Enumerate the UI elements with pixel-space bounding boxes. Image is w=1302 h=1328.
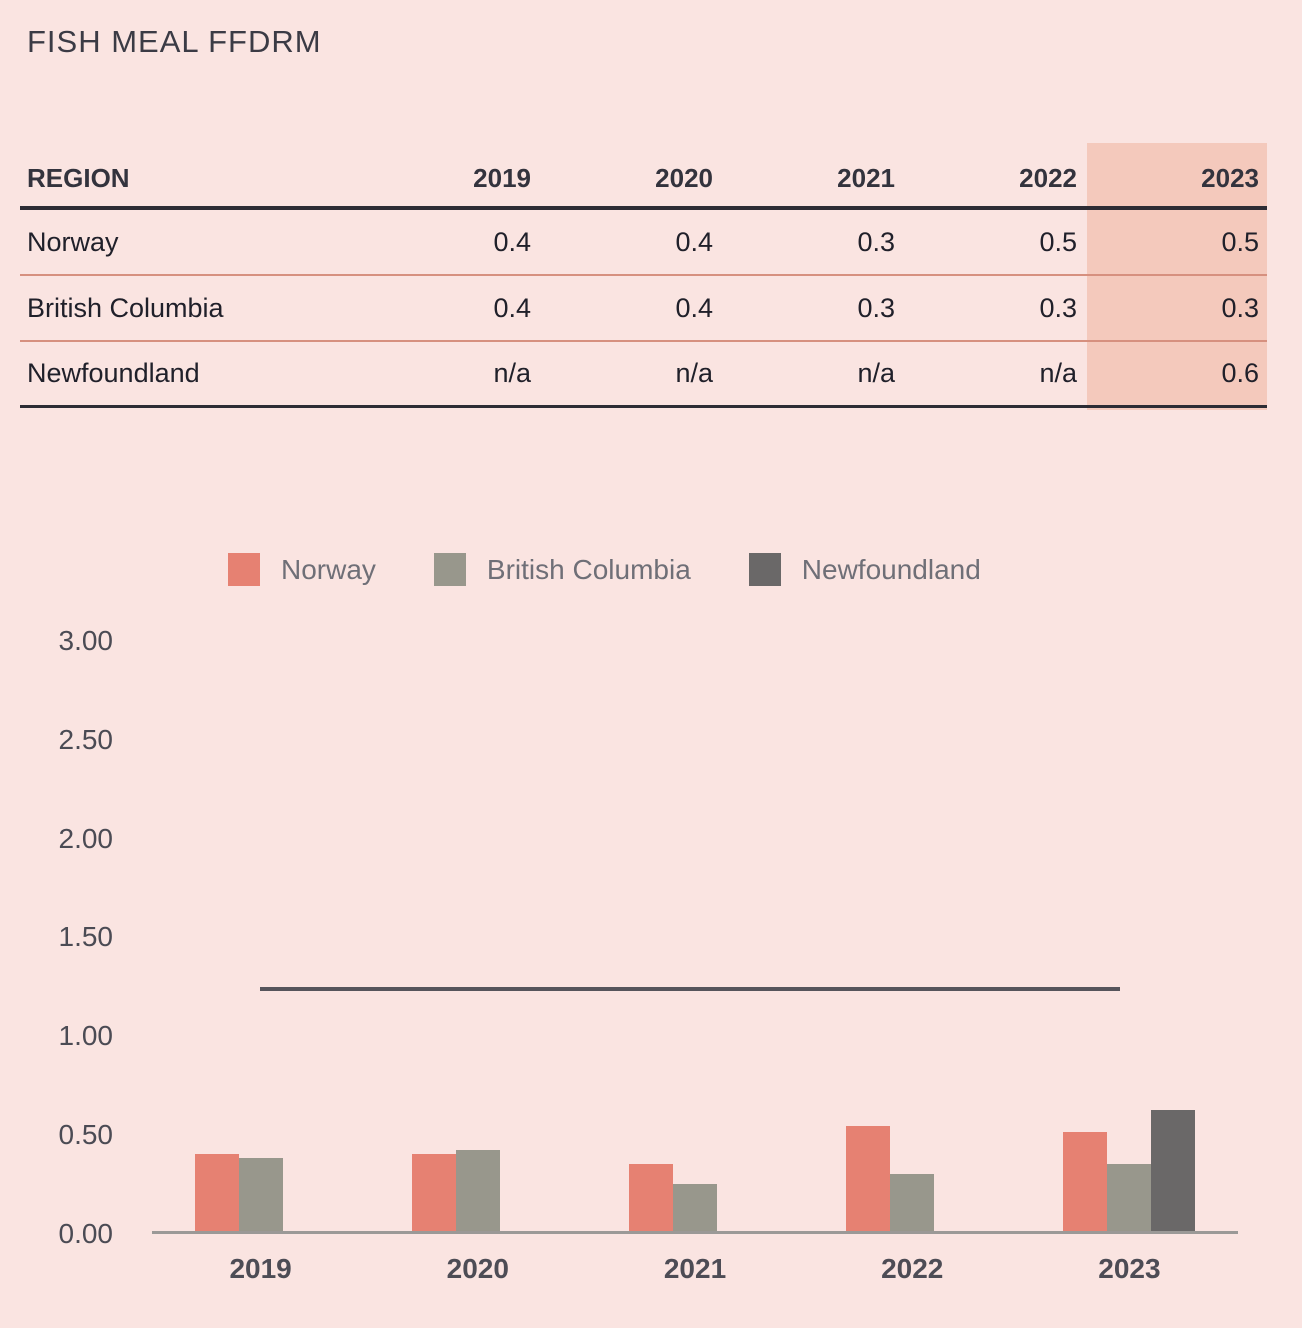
table-cell: 0.4 <box>675 292 713 323</box>
bar-norway-2022 <box>846 1126 891 1232</box>
highlight-column-band <box>1087 143 1267 410</box>
benchmark-line <box>260 987 1120 991</box>
table-row-newfoundland: Newfoundland n/a n/a n/a n/a 0.6 <box>20 342 1267 408</box>
bar-group-2019 <box>152 1154 369 1232</box>
table-cell: 0.4 <box>493 292 531 323</box>
table-header-year-2023: 2023 <box>1201 163 1259 193</box>
y-axis-tick: 0.00 <box>58 1217 114 1249</box>
bar-norway-2020 <box>411 1154 456 1232</box>
bar-british-columbia-2021 <box>673 1184 717 1232</box>
x-axis-line <box>152 1231 1238 1234</box>
table-cell: 0.3 <box>857 292 895 323</box>
table-header-region: REGION <box>27 163 130 193</box>
legend-item-1: British Columbia <box>433 553 691 586</box>
table-cell: n/a <box>493 358 531 388</box>
table-cell: 0.3 <box>857 226 895 257</box>
ffdrm-table: REGION 2019 2020 2021 2022 2023 Norway 0… <box>20 143 1267 408</box>
legend-item-0: Norway <box>228 553 376 586</box>
legend-swatch-icon <box>228 553 260 586</box>
legend-swatch-icon <box>748 553 781 586</box>
x-axis: 2019 2020 2021 2022 2023 <box>152 1253 1238 1285</box>
table-header-year-2021: 2021 <box>837 163 895 193</box>
y-axis-tick: 2.00 <box>58 822 114 854</box>
chart-legend: Norway British Columbia Newfoundland <box>228 553 981 586</box>
legend-swatch-icon <box>433 553 466 586</box>
legend-label: Norway <box>281 553 376 585</box>
legend-label: British Columbia <box>486 553 691 585</box>
page-title: FISH MEAL FFDRM <box>27 24 322 59</box>
table-header-year-2020: 2020 <box>655 163 713 193</box>
table-cell: 0.3 <box>1039 292 1077 323</box>
x-axis-tick: 2021 <box>663 1253 727 1284</box>
x-axis-tick: 2019 <box>229 1253 292 1284</box>
table-cell: 0.5 <box>1039 226 1077 257</box>
region-cell: Norway <box>27 226 119 257</box>
bar-british-columbia-2020 <box>455 1150 500 1232</box>
region-cell: British Columbia <box>27 292 224 323</box>
bar-newfoundland-2023 <box>1151 1110 1196 1232</box>
table-row-norway: Norway 0.4 0.4 0.3 0.5 0.5 <box>20 210 1267 276</box>
y-axis-tick: 2.50 <box>58 723 114 755</box>
table-cell: 0.6 <box>1221 358 1259 388</box>
x-axis-tick: 2022 <box>881 1253 944 1284</box>
bar-group-2021 <box>586 1164 803 1232</box>
y-axis-tick: 3.00 <box>58 625 114 656</box>
y-axis-tick: 1.50 <box>58 921 114 953</box>
bar-british-columbia-2019 <box>238 1158 283 1232</box>
bar-group-2023 <box>1021 1110 1238 1232</box>
bar-group-2020 <box>369 1150 586 1232</box>
table-cell: 0.3 <box>1221 292 1259 323</box>
table-cell: n/a <box>857 358 895 388</box>
table-cell: 0.4 <box>675 226 713 257</box>
table-row-british-columbia: British Columbia 0.4 0.4 0.3 0.3 0.3 <box>20 276 1267 342</box>
y-axis-tick: 0.50 <box>58 1119 114 1150</box>
y-axis-tick: 1.00 <box>58 1020 114 1052</box>
bar-norway-2019 <box>194 1154 239 1232</box>
table-cell: n/a <box>1039 358 1077 388</box>
legend-label: Newfoundland <box>801 553 981 585</box>
bar-british-columbia-2022 <box>890 1174 935 1232</box>
region-cell: Newfoundland <box>27 358 200 388</box>
table-cell: n/a <box>675 358 713 388</box>
bar-chart <box>152 582 1238 1232</box>
x-axis-tick: 2023 <box>1098 1253 1161 1284</box>
table-header-year-2019: 2019 <box>473 163 531 193</box>
legend-item-2: Newfoundland <box>748 553 981 586</box>
bar-group-2022 <box>804 1126 1021 1232</box>
table-header-year-2022: 2022 <box>1019 163 1077 193</box>
table-cell: 0.4 <box>493 226 531 257</box>
bar-norway-2021 <box>629 1164 673 1232</box>
bar-british-columbia-2023 <box>1107 1164 1152 1232</box>
x-axis-tick: 2020 <box>446 1253 509 1284</box>
table-cell: 0.5 <box>1221 226 1259 257</box>
bar-norway-2023 <box>1063 1132 1108 1232</box>
table-header-row: REGION 2019 2020 2021 2022 2023 <box>20 143 1267 210</box>
